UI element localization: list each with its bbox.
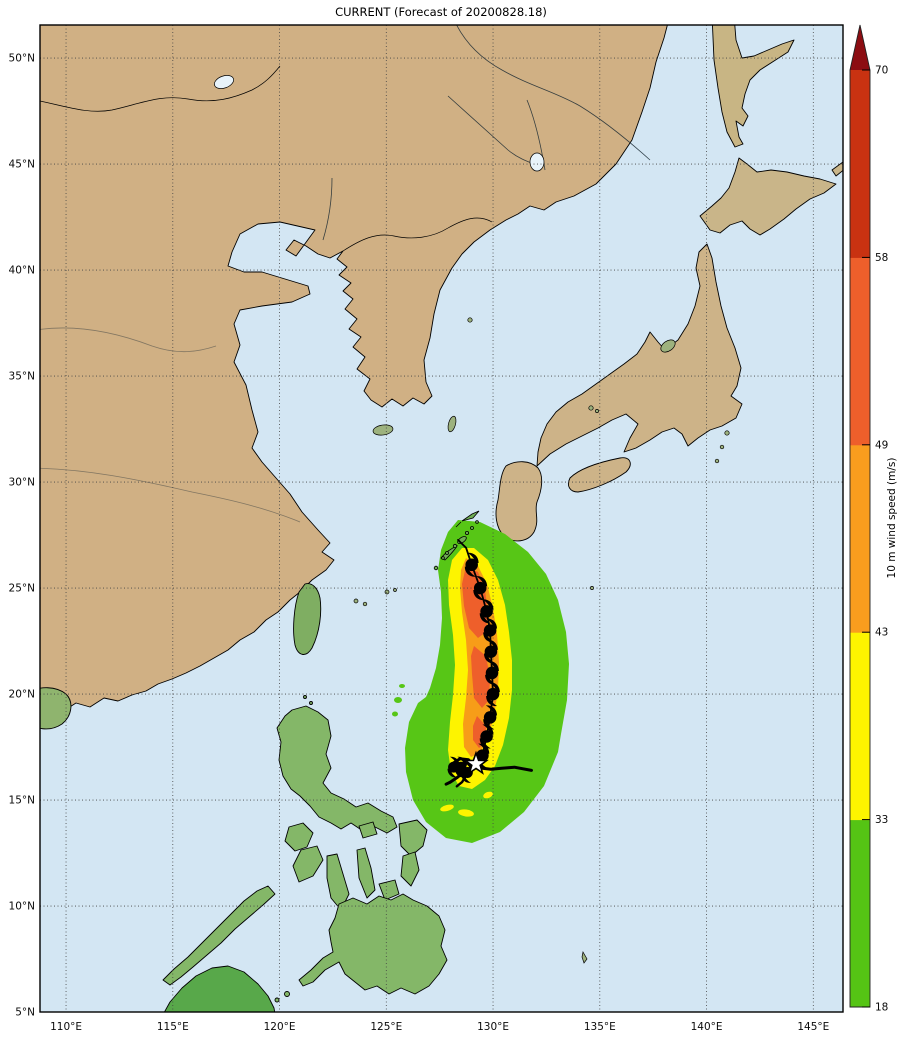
jeju-island — [372, 424, 394, 436]
tsushima-island — [447, 415, 457, 433]
colorbar-tick-label: 33 — [875, 814, 888, 826]
colorbar-tick-label: 43 — [875, 627, 888, 639]
colorbar-over-arrow — [850, 25, 870, 70]
colorbar-axis-label: 10 m wind speed (m/s) — [886, 457, 898, 579]
lon-tick-label: 120°E — [264, 1021, 296, 1033]
lat-tick-label: 10°N — [9, 901, 35, 913]
longitude-axis-labels: 110°E 115°E 120°E 125°E 130°E 135°E 140°E 145°E — [50, 1021, 829, 1033]
lat-tick-label: 50°N — [9, 53, 35, 65]
colorbar-segment — [850, 632, 870, 821]
lakes — [214, 75, 545, 172]
lat-tick-label: 30°N — [9, 477, 35, 489]
colorbar-tick-label: 49 — [875, 439, 888, 451]
lon-tick-label: 140°E — [691, 1021, 723, 1033]
plot-frame — [39, 24, 844, 1013]
lat-tick-label: 35°N — [9, 371, 35, 383]
colorbar: 18 33 43 49 58 70 — [849, 24, 888, 1014]
country-borders — [40, 65, 493, 252]
lat-tick-label: 20°N — [9, 689, 35, 701]
latitude-axis-labels: 50°N 45°N 40°N 35°N 30°N 25°N 20°N 15°N 10°N 5°N — [9, 53, 35, 1019]
ryukyu-islands-over-swath — [433, 510, 480, 571]
lat-tick-label: 40°N — [9, 265, 35, 277]
colorbar-tick-label: 18 — [875, 1002, 888, 1014]
lon-tick-label: 145°E — [797, 1021, 829, 1033]
figure-title: CURRENT (Forecast of 20200828.18) — [335, 5, 547, 19]
colorbar-segment — [850, 257, 870, 446]
colorbar-tick-label: 58 — [875, 252, 888, 264]
palau-island — [581, 951, 588, 964]
lat-tick-label: 15°N — [9, 795, 35, 807]
lon-tick-label: 125°E — [370, 1021, 402, 1033]
lon-tick-label: 135°E — [584, 1021, 616, 1033]
lat-tick-label: 25°N — [9, 583, 35, 595]
lat-tick-label: 5°N — [15, 1007, 35, 1019]
colorbar-segment — [850, 70, 870, 258]
colorbar-tick-label: 70 — [875, 65, 888, 77]
small-islands — [353, 317, 730, 964]
lon-tick-label: 115°E — [157, 1021, 189, 1033]
colorbar-segment — [850, 444, 870, 633]
storm-track-group — [444, 539, 533, 788]
lat-tick-label: 45°N — [9, 159, 35, 171]
colorbar-segment — [850, 819, 870, 1008]
lon-tick-label: 110°E — [50, 1021, 82, 1033]
graticule — [40, 25, 843, 1012]
lon-tick-label: 130°E — [477, 1021, 509, 1033]
